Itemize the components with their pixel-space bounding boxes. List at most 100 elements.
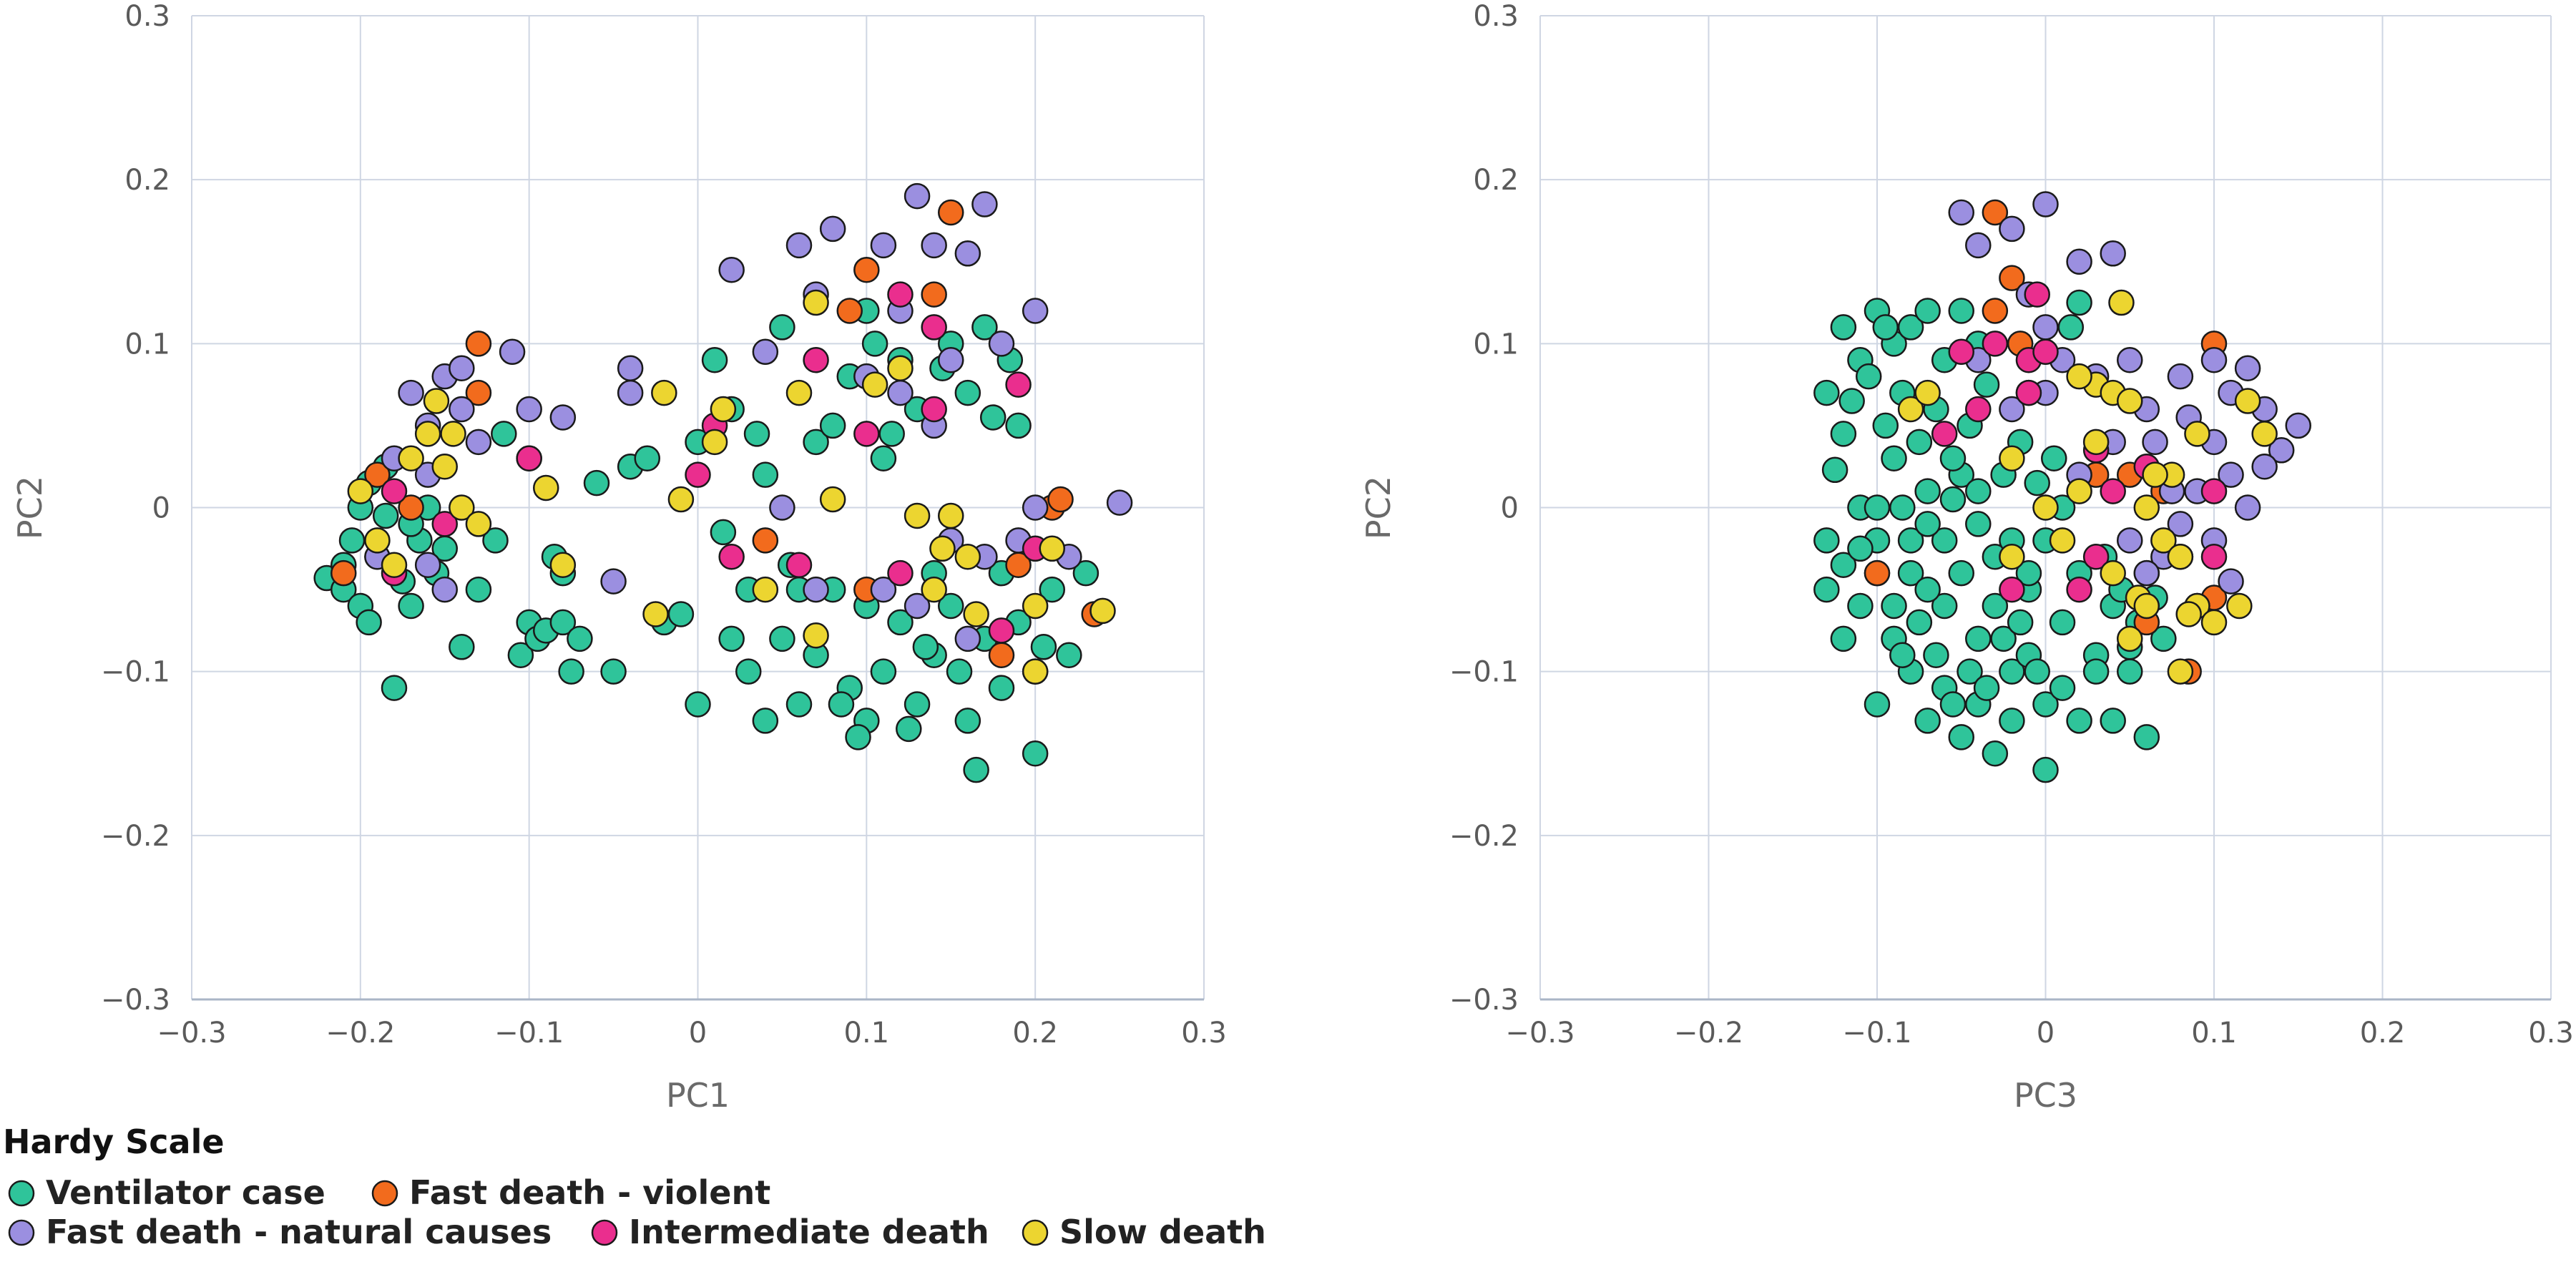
- data-point-vent[interactable]: [946, 658, 973, 685]
- data-point-vent[interactable]: [878, 421, 905, 447]
- data-point-inter[interactable]: [2200, 478, 2228, 504]
- data-point-slow[interactable]: [2117, 388, 2143, 414]
- data-point-vent[interactable]: [845, 724, 871, 750]
- data-point-vent[interactable]: [1931, 592, 1958, 620]
- data-point-vent[interactable]: [1973, 371, 2000, 398]
- data-point-slow[interactable]: [1039, 535, 1065, 562]
- data-point-slow[interactable]: [2150, 527, 2177, 554]
- legend-item-fastv[interactable]: Fast death - violent: [371, 1173, 770, 1212]
- data-point-vent[interactable]: [2024, 658, 2050, 685]
- data-point-slow[interactable]: [667, 486, 695, 513]
- data-point-inter[interactable]: [1982, 331, 2009, 357]
- data-point-slow[interactable]: [465, 511, 492, 537]
- data-point-inter[interactable]: [431, 511, 458, 537]
- data-point-vent[interactable]: [769, 625, 795, 652]
- data-point-slow[interactable]: [2167, 544, 2194, 570]
- data-point-fastn[interactable]: [938, 347, 964, 373]
- data-point-slow[interactable]: [1022, 592, 1049, 620]
- data-point-slow[interactable]: [2200, 609, 2228, 636]
- data-point-vent[interactable]: [1830, 625, 1857, 652]
- data-point-vent[interactable]: [1999, 708, 2025, 734]
- data-point-fastn[interactable]: [803, 576, 829, 603]
- data-point-slow[interactable]: [449, 494, 475, 521]
- data-point-vent[interactable]: [988, 675, 1015, 701]
- data-point-vent[interactable]: [2066, 289, 2092, 316]
- data-point-vent[interactable]: [1039, 576, 1065, 603]
- data-point-fastn[interactable]: [617, 355, 644, 381]
- data-point-inter[interactable]: [853, 421, 880, 447]
- data-point-vent[interactable]: [1864, 494, 1891, 521]
- data-point-vent[interactable]: [2015, 559, 2042, 587]
- data-point-fastn[interactable]: [2167, 363, 2194, 390]
- data-point-fastn[interactable]: [819, 215, 846, 243]
- data-point-slow[interactable]: [752, 576, 779, 603]
- data-point-vent[interactable]: [1813, 527, 1840, 554]
- data-point-inter[interactable]: [2200, 544, 2228, 570]
- data-point-fastn[interactable]: [903, 592, 931, 620]
- data-point-inter[interactable]: [1005, 371, 1032, 398]
- data-point-vent[interactable]: [567, 625, 593, 652]
- data-point-fastn[interactable]: [785, 232, 813, 259]
- data-point-slow[interactable]: [414, 421, 441, 447]
- data-point-vent[interactable]: [1948, 724, 1974, 750]
- data-point-fastn[interactable]: [921, 232, 947, 259]
- data-point-slow[interactable]: [2184, 421, 2210, 447]
- data-point-fastv[interactable]: [921, 281, 947, 308]
- data-point-fastn[interactable]: [887, 379, 914, 406]
- data-point-vent[interactable]: [1897, 314, 1924, 341]
- data-point-slow[interactable]: [2117, 625, 2143, 652]
- data-point-vent[interactable]: [903, 691, 931, 718]
- data-point-fastn[interactable]: [549, 404, 577, 431]
- data-point-vent[interactable]: [1965, 625, 1992, 652]
- data-point-vent[interactable]: [1939, 486, 1967, 513]
- data-point-vent[interactable]: [1889, 642, 1916, 668]
- data-point-inter[interactable]: [988, 617, 1015, 644]
- data-point-vent[interactable]: [2066, 708, 2092, 734]
- data-point-vent[interactable]: [1872, 412, 1899, 439]
- data-point-fastn[interactable]: [600, 568, 627, 595]
- data-point-fastn[interactable]: [1965, 232, 1992, 259]
- data-point-inter[interactable]: [803, 347, 829, 373]
- data-point-vent[interactable]: [701, 347, 728, 373]
- data-point-fastn[interactable]: [903, 182, 931, 210]
- data-point-fastn[interactable]: [2133, 559, 2160, 587]
- data-point-vent[interactable]: [1889, 494, 1916, 521]
- data-point-vent[interactable]: [2100, 708, 2126, 734]
- data-point-vent[interactable]: [2024, 469, 2050, 497]
- data-point-inter[interactable]: [718, 544, 745, 570]
- data-point-slow[interactable]: [651, 379, 677, 406]
- data-point-fastn[interactable]: [752, 338, 779, 366]
- data-point-vent[interactable]: [870, 445, 897, 471]
- data-point-vent[interactable]: [954, 708, 981, 734]
- data-point-slow[interactable]: [1022, 658, 1049, 685]
- data-point-fastn[interactable]: [1022, 494, 1049, 521]
- data-point-inter[interactable]: [887, 281, 914, 308]
- data-point-vent[interactable]: [1914, 576, 1941, 603]
- data-point-slow[interactable]: [431, 453, 458, 480]
- data-point-slow[interactable]: [803, 289, 829, 316]
- data-point-fastn[interactable]: [954, 625, 981, 652]
- data-point-fastn[interactable]: [2234, 494, 2261, 521]
- data-point-vent[interactable]: [887, 609, 914, 636]
- data-point-slow[interactable]: [2066, 363, 2092, 390]
- data-point-vent[interactable]: [2049, 609, 2076, 636]
- data-point-vent[interactable]: [398, 592, 424, 620]
- data-point-slow[interactable]: [1999, 445, 2025, 471]
- data-point-fastn[interactable]: [1106, 489, 1133, 516]
- data-point-fastn[interactable]: [2100, 240, 2126, 267]
- data-point-fastv[interactable]: [1999, 265, 2025, 291]
- data-point-vent[interactable]: [1982, 740, 2009, 767]
- data-point-slow[interactable]: [423, 388, 450, 414]
- data-point-fastn[interactable]: [718, 256, 745, 283]
- legend-item-slow[interactable]: Slow death: [1022, 1213, 1266, 1251]
- data-point-vent[interactable]: [819, 412, 846, 439]
- data-point-fastv[interactable]: [1982, 199, 2009, 226]
- data-point-slow[interactable]: [2251, 421, 2278, 447]
- data-point-fastn[interactable]: [2032, 191, 2059, 217]
- data-point-fastv[interactable]: [752, 527, 779, 554]
- data-point-vent[interactable]: [870, 658, 897, 685]
- data-point-slow[interactable]: [903, 502, 931, 529]
- data-point-inter[interactable]: [516, 445, 542, 471]
- data-point-fastv[interactable]: [1047, 486, 1074, 513]
- data-point-fastv[interactable]: [465, 379, 492, 406]
